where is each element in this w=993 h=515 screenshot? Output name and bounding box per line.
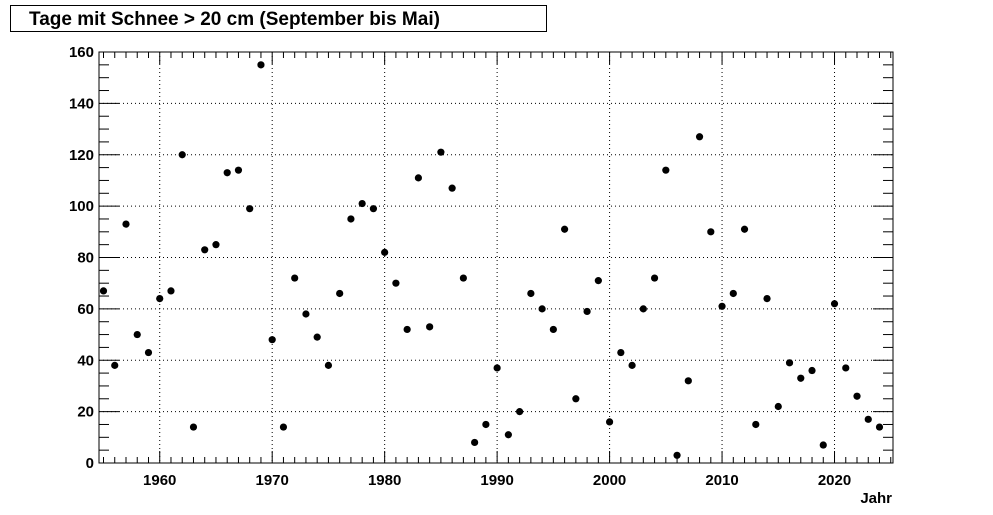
data-point <box>156 295 164 303</box>
data-point <box>639 305 647 313</box>
data-point <box>673 451 681 459</box>
y-tick-label: 0 <box>86 455 94 472</box>
data-point <box>381 248 389 256</box>
data-point <box>752 420 760 429</box>
data-point <box>729 289 737 298</box>
data-point <box>369 205 378 213</box>
y-tick-label: 100 <box>69 198 94 215</box>
data-point <box>448 184 456 192</box>
data-point <box>212 241 220 249</box>
data-point <box>842 364 850 372</box>
data-point <box>392 279 400 287</box>
data-point <box>403 325 411 334</box>
data-point <box>201 246 209 254</box>
data-point <box>178 151 186 159</box>
data-point <box>257 61 265 69</box>
data-point <box>223 169 231 177</box>
data-point <box>875 423 884 431</box>
data-point <box>268 336 276 344</box>
y-tick-label: 140 <box>69 95 94 112</box>
data-point <box>549 325 557 334</box>
data-point <box>763 295 771 303</box>
data-point <box>302 310 310 318</box>
data-point <box>583 307 591 316</box>
data-point <box>358 199 366 208</box>
data-point <box>493 364 501 372</box>
y-tick-label: 40 <box>77 352 94 369</box>
data-point <box>313 333 321 341</box>
data-point <box>414 174 422 182</box>
data-point <box>695 133 704 141</box>
data-point <box>707 228 715 236</box>
data-point <box>819 441 827 449</box>
plot-area <box>99 52 893 463</box>
data-point <box>99 287 108 295</box>
data-point <box>853 392 861 400</box>
data-point <box>324 361 333 369</box>
data-point <box>650 274 659 282</box>
data-point <box>740 225 749 233</box>
data-point <box>291 274 299 282</box>
data-point <box>538 305 546 313</box>
data-point <box>122 220 130 228</box>
data-point <box>830 300 839 308</box>
data-point <box>167 287 175 295</box>
data-point <box>111 361 119 369</box>
data-point <box>426 323 434 331</box>
data-point <box>133 330 141 339</box>
data-point <box>797 374 805 382</box>
x-tick-label: 1980 <box>368 472 401 489</box>
x-tick-label: 2020 <box>818 472 851 489</box>
data-point <box>684 377 692 385</box>
data-point <box>234 166 243 174</box>
data-point <box>572 395 580 403</box>
data-point <box>785 359 794 367</box>
data-point <box>718 302 726 310</box>
data-point <box>189 423 198 431</box>
x-tick-label: 2010 <box>705 472 738 489</box>
data-point <box>336 289 344 298</box>
y-tick-label: 160 <box>69 44 94 61</box>
data-point <box>662 166 670 174</box>
data-point <box>279 423 288 431</box>
data-point <box>605 418 614 426</box>
data-point <box>516 408 524 416</box>
data-point <box>471 438 479 447</box>
x-tick-label: 1970 <box>256 472 289 489</box>
data-point <box>527 289 535 298</box>
data-point <box>482 420 490 429</box>
data-point <box>561 225 569 233</box>
chart-title: Tage mit Schnee > 20 cm (September bis M… <box>10 5 547 32</box>
y-tick-label: 20 <box>77 404 94 421</box>
data-point <box>774 402 782 411</box>
data-point <box>437 148 445 156</box>
y-tick-label: 60 <box>77 301 94 318</box>
data-point <box>864 415 872 423</box>
data-point <box>459 274 467 282</box>
data-point <box>617 348 625 357</box>
x-tick-label: 1990 <box>480 472 513 489</box>
data-point <box>504 431 512 439</box>
x-tick-label: 2000 <box>593 472 626 489</box>
y-tick-label: 120 <box>69 147 94 164</box>
data-point <box>144 348 153 357</box>
y-tick-label: 80 <box>77 250 94 267</box>
data-point <box>347 215 355 223</box>
data-point <box>808 366 816 375</box>
data-point <box>628 361 636 369</box>
x-tick-label: 1960 <box>143 472 176 489</box>
x-axis-label: Jahr <box>860 490 892 507</box>
data-point <box>594 277 602 285</box>
data-point <box>246 205 254 213</box>
